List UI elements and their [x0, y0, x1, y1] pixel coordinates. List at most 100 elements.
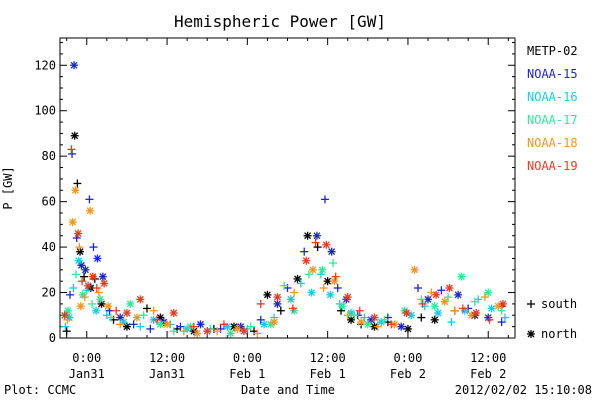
data-point-noaa-19-south — [189, 322, 198, 331]
data-point-noaa-19-north — [445, 284, 454, 292]
x-tick-label-date: Jan31 — [149, 367, 185, 381]
data-point-noaa-17-south — [169, 327, 178, 336]
data-point-noaa-19-south — [288, 304, 297, 313]
data-point-noaa-17-south — [72, 270, 81, 279]
y-tick-label: 40 — [42, 240, 56, 254]
data-point-noaa-17-north — [156, 320, 165, 329]
data-point-noaa-19-south — [153, 315, 162, 324]
legend-entry: METP-02 — [527, 44, 578, 58]
data-point-noaa-19-north — [472, 309, 481, 317]
data-point-noaa-19-south — [67, 145, 76, 154]
data-point-noaa-19-north — [302, 256, 311, 265]
data-point-noaa-17-south — [329, 259, 337, 267]
data-point-metp-02-north — [70, 131, 79, 140]
data-point-noaa-17-south — [350, 311, 359, 320]
data-point-noaa-18-north — [357, 318, 366, 327]
y-axis-label: P [GW] — [1, 166, 15, 209]
x-tick-label-time: 12:00 — [310, 351, 346, 365]
data-point-noaa-16-north — [487, 304, 496, 313]
marker-legend-label: south — [541, 297, 577, 311]
data-point-noaa-19-north — [498, 299, 507, 308]
data-point-noaa-19-north — [84, 281, 93, 290]
data-point-noaa-19-north — [122, 309, 131, 317]
data-point-metp-02-north — [403, 324, 412, 333]
data-point-noaa-15-north — [397, 322, 406, 331]
data-point-noaa-15-south — [300, 247, 309, 256]
x-axis-label: Date and Time — [241, 383, 335, 397]
data-point-noaa-15-north — [424, 295, 433, 304]
data-point-metp-02-north — [347, 315, 356, 324]
data-point-noaa-16-south — [500, 313, 509, 322]
data-point-noaa-18-north — [71, 186, 80, 195]
data-point-noaa-17-north — [318, 265, 327, 274]
data-point-noaa-16-north — [74, 256, 83, 265]
data-point-noaa-18-south — [179, 327, 188, 336]
data-point-metp-02-north — [293, 274, 302, 283]
data-point-noaa-17-north — [96, 295, 105, 304]
data-point-noaa-16-south — [136, 322, 145, 331]
data-point-noaa-18-north — [68, 218, 77, 227]
x-tick-label-time: 12:00 — [149, 351, 185, 365]
y-tick-label: 100 — [34, 104, 56, 118]
data-point-noaa-19-south — [78, 277, 87, 286]
data-point-metp-02-north — [430, 315, 439, 324]
data-point-noaa-18-south — [480, 293, 489, 302]
data-point-noaa-17-south — [444, 293, 453, 302]
data-point-metp-02-south — [62, 327, 71, 336]
data-point-noaa-15-south — [176, 322, 185, 331]
data-point-noaa-18-south — [213, 327, 222, 336]
data-point-noaa-18-south — [149, 306, 158, 315]
data-point-noaa-15-south — [85, 195, 94, 204]
data-point-noaa-19-south — [418, 299, 427, 308]
plot-credit: Plot: CCMC — [4, 383, 76, 397]
data-point-noaa-15-north — [81, 265, 90, 274]
y-tick-label: 60 — [42, 195, 56, 209]
data-point-noaa-15-north — [93, 254, 102, 263]
data-point-noaa-18-south — [290, 288, 299, 297]
plot-frame — [59, 37, 516, 339]
data-point-noaa-19-south — [256, 299, 265, 308]
data-point-noaa-17-south — [106, 313, 115, 322]
data-point-noaa-18-north — [163, 320, 172, 329]
data-point-noaa-18-north — [76, 302, 85, 311]
data-point-noaa-15-south — [320, 195, 329, 204]
data-point-noaa-19-north — [402, 309, 411, 317]
data-point-noaa-16-south — [360, 313, 369, 322]
data-point-noaa-15-north — [327, 247, 336, 256]
x-tick-label-date: Feb 1 — [229, 367, 265, 381]
data-point-noaa-17-north — [363, 320, 372, 329]
data-point-noaa-15-north — [98, 272, 107, 281]
data-point-noaa-19-north — [100, 279, 109, 288]
legend-entry: NOAA-17 — [527, 113, 578, 127]
data-point-noaa-18-south — [253, 329, 262, 338]
x-tick-label-time: 0:00 — [393, 351, 422, 365]
data-point-noaa-16-south — [447, 318, 456, 327]
data-point-noaa-15-south — [413, 284, 422, 292]
data-point-noaa-17-south — [497, 306, 506, 315]
data-point-metp-02-south — [73, 179, 82, 188]
y-tick-label: 80 — [42, 149, 56, 163]
data-point-noaa-16-north — [326, 290, 335, 299]
data-point-noaa-18-north — [308, 265, 317, 274]
data-point-noaa-19-north — [74, 229, 83, 238]
y-tick-label: 120 — [34, 58, 56, 72]
data-point-metp-02-south — [417, 313, 426, 322]
x-axis: 0:00 Jan31 12:00 Jan31 0:00 Feb 1 12:00 Feb 1 0:… — [66, 38, 509, 381]
data-point-metp-02-north — [76, 247, 85, 256]
data-point-noaa-16-north — [92, 306, 101, 315]
data-point-noaa-15-south — [89, 243, 98, 252]
marker-legend-symbol-south — [527, 300, 535, 308]
data-point-noaa-19-north — [60, 311, 69, 320]
data-point-noaa-18-north — [410, 265, 419, 274]
data-point-noaa-19-north — [273, 293, 282, 302]
data-point-noaa-19-south — [458, 304, 467, 313]
data-point-noaa-17-south — [470, 297, 479, 306]
data-point-noaa-19-north — [240, 327, 249, 336]
data-point-noaa-18-north — [233, 324, 242, 333]
data-point-noaa-17-north — [126, 299, 135, 308]
data-point-noaa-19-north — [203, 327, 212, 336]
data-point-noaa-19-south — [219, 320, 228, 329]
data-point-noaa-15-north — [312, 231, 321, 240]
data-point-noaa-16-north — [307, 288, 316, 297]
